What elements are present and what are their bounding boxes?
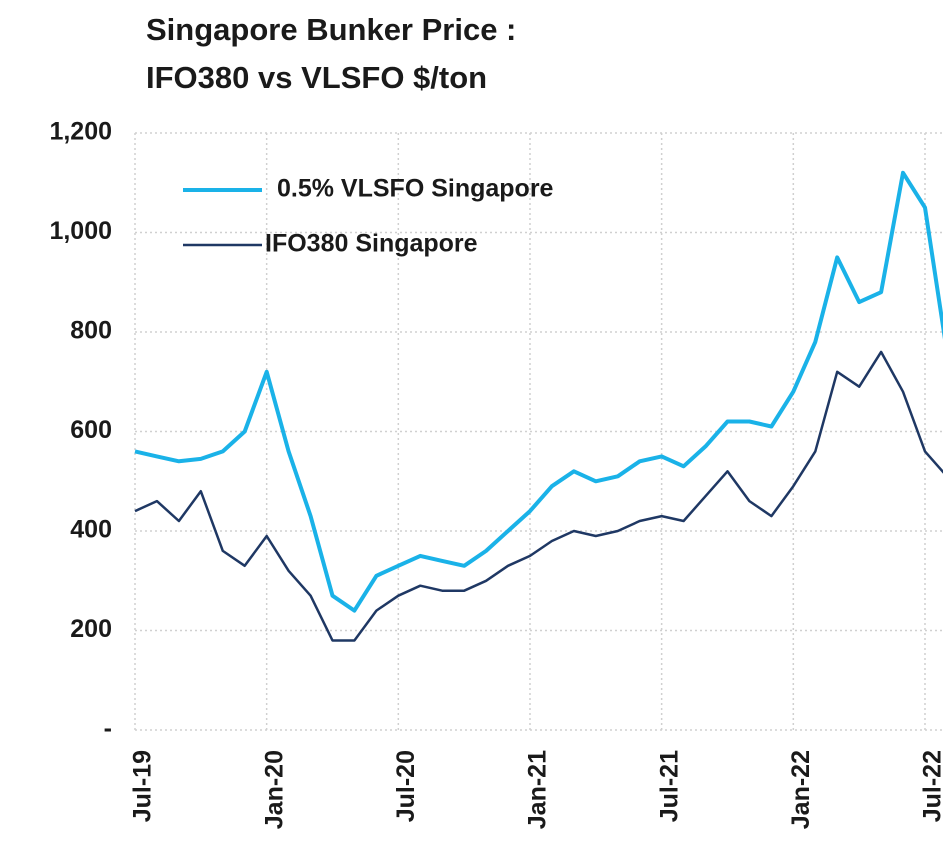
x-tick-label: Jan-21 — [524, 750, 552, 829]
x-tick-label: Jul-22 — [919, 750, 943, 822]
legend-label: IFO380 Singapore — [265, 230, 478, 258]
plot-area — [134, 170, 943, 642]
legend-label: 0.5% VLSFO Singapore — [277, 175, 554, 203]
x-tick-label: Jul-21 — [655, 750, 683, 822]
y-tick-label: - — [104, 715, 112, 743]
y-tick-label: 1,200 — [49, 118, 112, 146]
y-tick-label: 600 — [70, 416, 112, 444]
y-tick-label: 1,000 — [49, 217, 112, 245]
line-series — [134, 170, 943, 613]
y-tick-label: 800 — [70, 317, 112, 345]
line-series — [134, 350, 943, 642]
chart-title: IFO380 vs VLSFO $/ton — [146, 60, 487, 95]
x-tick-label: Jul-19 — [129, 750, 157, 822]
x-tick-label: Jan-20 — [260, 750, 288, 829]
y-tick-label: 200 — [70, 615, 112, 643]
x-tick-label: Jul-20 — [392, 750, 420, 822]
y-tick-label: 400 — [70, 516, 112, 544]
x-tick-label: Jan-22 — [787, 750, 815, 829]
chart-title: Singapore Bunker Price : — [146, 12, 516, 47]
